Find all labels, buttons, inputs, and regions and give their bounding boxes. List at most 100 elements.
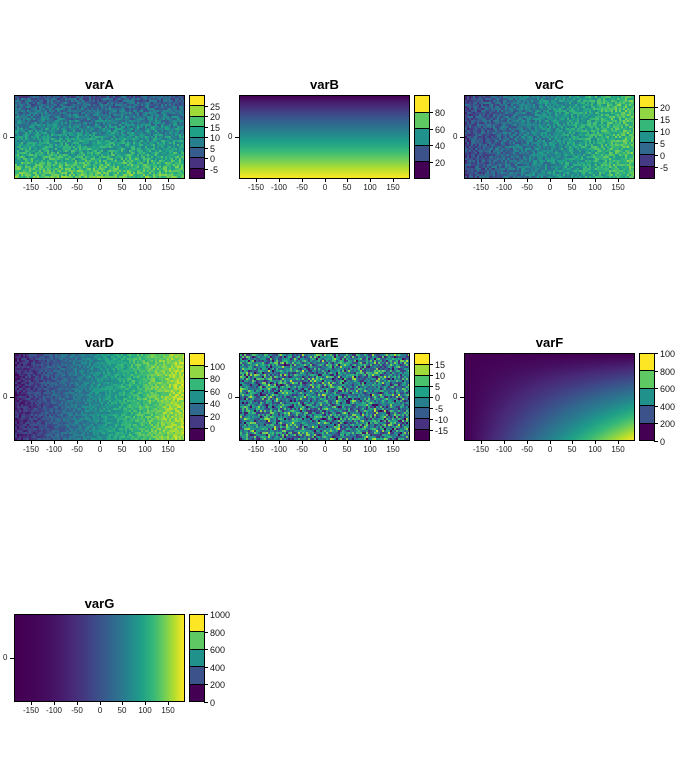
panel-varB: varB 0 -150 -100 -50 0 50 100 150 80 60 40 20 xyxy=(225,77,450,227)
x-axis-tick xyxy=(347,441,348,444)
legend-tick xyxy=(429,364,433,365)
x-axis-tick-label: -150 xyxy=(472,445,490,454)
legend-color-segment xyxy=(190,167,204,178)
legend-tick xyxy=(429,162,433,163)
legend-tick-label: 100 xyxy=(210,362,226,372)
legend-tick xyxy=(204,169,208,170)
x-axis-tick-label: 0 xyxy=(97,445,103,454)
legend-color-segment xyxy=(640,130,654,143)
legend-color-bar xyxy=(189,614,205,702)
legend-tick xyxy=(654,143,658,144)
legend-tick-label: 5 xyxy=(660,139,666,149)
plot-title: varC xyxy=(535,77,564,92)
x-axis: -150 -100 -50 0 50 100 150 xyxy=(464,179,635,195)
x-axis-tick-label: 50 xyxy=(567,445,577,454)
legend-tick-label: 25 xyxy=(210,102,221,112)
legend-tick xyxy=(204,366,208,367)
legend-color-segment xyxy=(640,370,654,388)
x-axis-tick xyxy=(302,441,303,444)
legend-tick-label: 80 xyxy=(435,108,446,118)
x-axis-tick-label: 150 xyxy=(611,183,625,192)
legend-tick xyxy=(204,649,208,650)
x-axis-tick xyxy=(256,441,257,444)
x-axis: -150 -100 -50 0 50 100 150 xyxy=(14,702,185,718)
legend-tick xyxy=(654,131,658,132)
legend-tick-label: 0 xyxy=(210,424,216,434)
x-axis-tick-label: 150 xyxy=(611,445,625,454)
legend-color-segment xyxy=(415,418,429,430)
legend-color-segment xyxy=(415,429,429,440)
legend-tick xyxy=(429,112,433,113)
y-axis-tick-label: 0 xyxy=(3,653,8,662)
legend-tick xyxy=(204,391,208,392)
legend-color-segment xyxy=(415,96,429,112)
x-axis-tick-label: 0 xyxy=(322,445,328,454)
x-axis-tick xyxy=(168,441,169,444)
panel-varC: varC 0 -150 -100 -50 0 50 100 150 20 15 10 5 0 -5 xyxy=(450,77,675,227)
y-axis-tick xyxy=(10,658,14,659)
legend-tick xyxy=(429,419,433,420)
x-axis-tick-label: -150 xyxy=(247,445,265,454)
panel-varF: varF 0 -150 -100 -50 0 50 100 150 1000 800 600 40… xyxy=(450,335,675,485)
x-axis-tick xyxy=(325,179,326,182)
legend-color-segment xyxy=(190,666,204,684)
x-axis-tick-label: -50 xyxy=(296,183,308,192)
x-axis-tick-label: -50 xyxy=(71,706,83,715)
x-axis-tick xyxy=(279,179,280,182)
legend-tick xyxy=(429,375,433,376)
x-axis-tick xyxy=(595,179,596,182)
legend-color-segment xyxy=(640,142,654,155)
heatmap-raster xyxy=(14,614,185,702)
legend-tick xyxy=(204,116,208,117)
x-axis-tick xyxy=(100,441,101,444)
legend-tick xyxy=(204,378,208,379)
x-axis-tick xyxy=(100,179,101,182)
legend-tick-label: 600 xyxy=(210,645,226,655)
legend-color-bar xyxy=(189,353,205,441)
legend-tick xyxy=(204,632,208,633)
x-axis-tick-label: 0 xyxy=(547,445,553,454)
legend-color-bar xyxy=(189,95,205,179)
legend-color-segment xyxy=(190,136,204,147)
x-axis-tick xyxy=(481,179,482,182)
x-axis-tick xyxy=(145,441,146,444)
x-axis-tick-label: 150 xyxy=(386,183,400,192)
legend-color-segment xyxy=(190,631,204,649)
legend-tick-label: 0 xyxy=(435,393,441,403)
x-axis-tick-label: 50 xyxy=(567,183,577,192)
y-axis-tick-label: 0 xyxy=(453,392,458,401)
heatmap-raster xyxy=(239,353,410,441)
legend-color-segment xyxy=(415,363,429,375)
x-axis-tick-label: 50 xyxy=(117,706,127,715)
legend-color-bar xyxy=(639,353,655,441)
x-axis-tick xyxy=(572,441,573,444)
legend-tick-label: 0 xyxy=(660,437,666,447)
legend-tick-label: 80 xyxy=(210,374,221,384)
legend-tick xyxy=(204,614,208,615)
heatmap-raster xyxy=(14,353,185,441)
x-axis-tick xyxy=(54,441,55,444)
legend-tick xyxy=(204,403,208,404)
legend-tick xyxy=(654,406,658,407)
legend-color-segment xyxy=(190,648,204,667)
legend-color-bar xyxy=(639,95,655,179)
legend-tick-label: 20 xyxy=(660,103,671,113)
x-axis-tick-label: 100 xyxy=(363,183,377,192)
legend-color-segment xyxy=(190,615,204,632)
legend-tick-label: 15 xyxy=(435,360,446,370)
y-axis-tick xyxy=(10,137,14,138)
x-axis-tick-label: 50 xyxy=(342,445,352,454)
legend-tick xyxy=(654,371,658,372)
legend-tick-label: 0 xyxy=(210,698,216,708)
legend-tick xyxy=(429,145,433,146)
legend-tick xyxy=(654,353,658,354)
legend-tick xyxy=(654,441,658,442)
legend-color-segment xyxy=(190,105,204,116)
heatmap-raster xyxy=(239,95,410,179)
x-axis-tick-label: -150 xyxy=(22,183,40,192)
x-axis-tick xyxy=(54,702,55,705)
legend-color-segment xyxy=(640,166,654,179)
x-axis-tick xyxy=(77,179,78,182)
legend-color-segment xyxy=(640,422,654,441)
legend-tick-label: 20 xyxy=(210,112,221,122)
